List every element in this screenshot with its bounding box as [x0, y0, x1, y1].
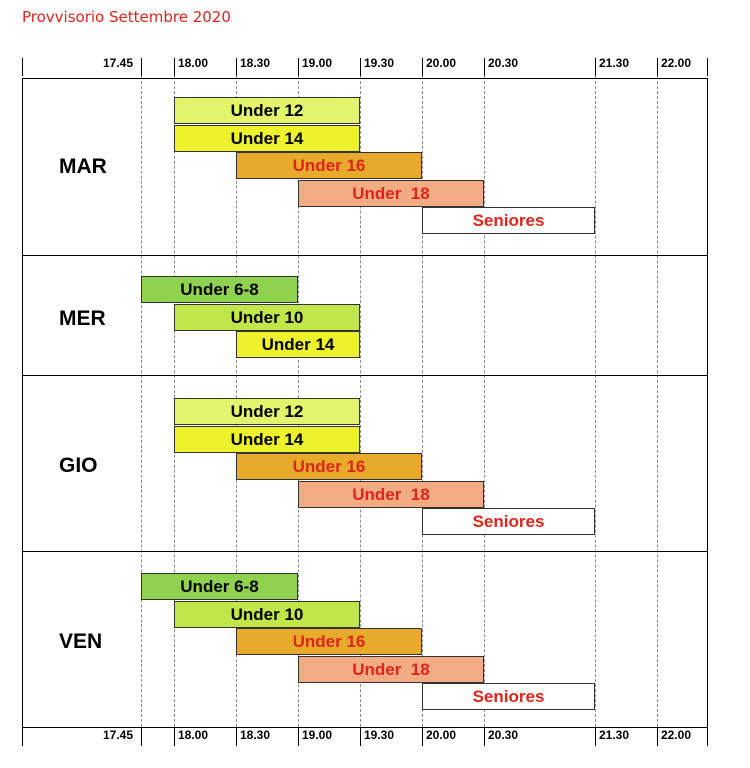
time-tick — [141, 58, 142, 76]
axis-edge-tick — [22, 728, 23, 746]
time-tick — [484, 58, 485, 76]
time-tick — [595, 728, 596, 746]
time-label: 19.00 — [302, 728, 333, 742]
schedule-bar: Under 16 — [236, 628, 422, 655]
schedule-bar: Under 6-8 — [141, 276, 298, 303]
time-gridline — [360, 76, 361, 727]
schedule-bar: Under 16 — [236, 453, 422, 480]
time-label: 17.45 — [103, 56, 134, 70]
schedule-bar: Seniores — [422, 683, 595, 710]
day-label: VEN — [59, 630, 103, 653]
time-axis-top: 17.45 18.00 18.30 19.00 19.30 20.00 20.30 21.30… — [22, 56, 708, 76]
time-tick — [657, 58, 658, 76]
time-label: 18.00 — [178, 728, 209, 742]
time-tick — [484, 728, 485, 746]
schedule-bar: Under 10 — [174, 304, 360, 331]
schedule-bar: Under 18 — [298, 180, 484, 207]
day-label: MER — [59, 307, 106, 330]
schedule-bar: Seniores — [422, 508, 595, 535]
day-label: MAR — [59, 155, 107, 178]
time-gridline — [141, 76, 142, 727]
time-tick — [174, 58, 175, 76]
schedule-bar: Under 6-8 — [141, 573, 298, 600]
time-tick — [422, 728, 423, 746]
day-row-ven: VEN — [22, 551, 708, 728]
time-label: 20.00 — [426, 56, 457, 70]
time-gridline — [657, 76, 658, 727]
schedule-bar: Under 18 — [298, 481, 484, 508]
time-label: 21.30 — [599, 728, 630, 742]
time-tick — [174, 728, 175, 746]
time-label: 17.45 — [103, 728, 134, 742]
schedule-bar: Seniores — [422, 207, 595, 234]
day-row-mer: MER — [22, 255, 708, 376]
schedule-bar: Under 14 — [174, 426, 360, 453]
schedule-bar: Under 10 — [174, 601, 360, 628]
time-label: 18.30 — [240, 56, 271, 70]
time-tick — [595, 58, 596, 76]
day-label: GIO — [59, 454, 98, 477]
time-tick — [298, 728, 299, 746]
time-gridline — [595, 76, 596, 727]
time-tick — [236, 58, 237, 76]
time-label: 19.30 — [364, 56, 395, 70]
time-tick — [422, 58, 423, 76]
time-label: 20.30 — [488, 728, 519, 742]
time-label: 22.00 — [661, 56, 692, 70]
page-title: Provvisorio Settembre 2020 — [22, 8, 231, 26]
time-label: 20.00 — [426, 728, 457, 742]
time-axis-bottom: 17.45 18.00 18.30 19.00 19.30 20.00 20.30 21.30… — [22, 728, 708, 748]
time-tick — [360, 58, 361, 76]
time-label: 18.00 — [178, 56, 209, 70]
time-label: 20.30 — [488, 56, 519, 70]
time-gridline — [422, 76, 423, 727]
time-tick — [657, 728, 658, 746]
time-tick — [141, 728, 142, 746]
schedule-bar: Under 12 — [174, 97, 360, 124]
schedule-bar: Under 18 — [298, 656, 484, 683]
schedule-bar: Under 16 — [236, 152, 422, 179]
schedule-bar: Under 14 — [236, 331, 360, 358]
time-tick — [298, 58, 299, 76]
axis-edge-tick — [707, 728, 708, 746]
time-label: 21.30 — [599, 56, 630, 70]
time-label: 18.30 — [240, 728, 271, 742]
time-label: 22.00 — [661, 728, 692, 742]
time-gridline — [484, 76, 485, 727]
time-tick — [236, 728, 237, 746]
time-label: 19.30 — [364, 728, 395, 742]
schedule-bar: Under 12 — [174, 398, 360, 425]
time-label: 19.00 — [302, 56, 333, 70]
schedule-bar: Under 14 — [174, 125, 360, 152]
axis-edge-tick — [707, 58, 708, 76]
time-tick — [360, 728, 361, 746]
axis-edge-tick — [22, 58, 23, 76]
